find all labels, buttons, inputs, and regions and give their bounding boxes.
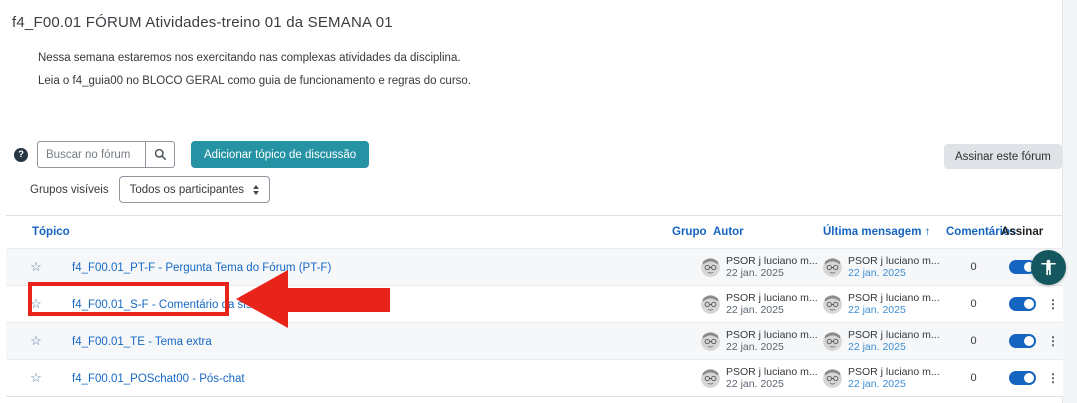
search-input[interactable] xyxy=(37,141,145,168)
column-header-comments[interactable]: Comentários xyxy=(946,226,1017,238)
last-message-cell: PSOR j luciano m... 22 jan. 2025 xyxy=(823,366,946,391)
subscribe-forum-button[interactable]: Assinar este fórum xyxy=(944,144,1062,169)
author-name[interactable]: PSOR j luciano m... xyxy=(726,291,818,304)
search-icon xyxy=(154,148,167,161)
avatar[interactable] xyxy=(701,257,720,277)
column-header-group[interactable]: Grupo xyxy=(672,226,707,238)
accessibility-button[interactable] xyxy=(1031,250,1066,285)
subscribe-toggle[interactable] xyxy=(1008,334,1036,348)
avatar[interactable] xyxy=(701,294,720,314)
author-date: 22 jan. 2025 xyxy=(726,378,784,390)
chevron-updown-icon xyxy=(253,184,260,195)
table-row: ☆ f4_F00.01_PT-F - Pergunta Tema do Fóru… xyxy=(6,248,1063,285)
last-message-date-link[interactable]: 22 jan. 2025 xyxy=(848,267,906,279)
groups-label: Grupos visíveis xyxy=(30,183,109,196)
column-header-last-message[interactable]: Última mensagem ↑ xyxy=(823,226,946,238)
comments-count: 0 xyxy=(970,261,977,273)
forum-description-line: Leia o f4_guia00 no BLOCO GERAL como gui… xyxy=(38,75,472,87)
author-cell: PSOR j luciano m... 22 jan. 2025 xyxy=(701,329,823,354)
avatar[interactable] xyxy=(701,331,720,351)
table-body: ☆ f4_F00.01_PT-F - Pergunta Tema do Fóru… xyxy=(6,248,1063,397)
author-name[interactable]: PSOR j luciano m... xyxy=(726,254,818,267)
column-header-topic[interactable]: Tópico xyxy=(32,226,70,238)
author-date: 22 jan. 2025 xyxy=(726,267,784,279)
last-message-cell: PSOR j luciano m... 22 jan. 2025 xyxy=(823,255,946,280)
last-message-date-link[interactable]: 22 jan. 2025 xyxy=(848,378,906,390)
table-row: ☆ f4_F00.01_S-F - Comentário da sistemat… xyxy=(6,285,1063,322)
row-menu-dots-icon[interactable]: ⋮ xyxy=(1047,334,1059,348)
subscribe-toggle[interactable] xyxy=(1008,371,1036,385)
last-message-cell: PSOR j luciano m... 22 jan. 2025 xyxy=(823,329,946,354)
author-date: 22 jan. 2025 xyxy=(726,341,784,353)
forum-toolbar: ? Adicionar tópico de discussão xyxy=(14,141,370,168)
forum-description-line: Nessa semana estaremos nos exercitando n… xyxy=(38,52,461,64)
last-message-date-link[interactable]: 22 jan. 2025 xyxy=(848,341,906,353)
favourite-star-icon[interactable]: ☆ xyxy=(30,259,42,274)
author-date: 22 jan. 2025 xyxy=(726,304,784,316)
comments-count: 0 xyxy=(970,372,977,384)
subscribe-toggle[interactable] xyxy=(1008,297,1036,311)
author-name[interactable]: PSOR j luciano m... xyxy=(726,365,818,378)
avatar[interactable] xyxy=(823,294,842,314)
topic-link-highlighted[interactable]: f4_F00.01_S-F - Comentário da sistematiz… xyxy=(72,299,314,311)
column-header-subscribe: Assinar xyxy=(1001,226,1044,238)
discussion-table: Tópico Grupo Autor Última mensagem ↑ Com… xyxy=(6,215,1063,397)
groups-row: Grupos visíveis Todos os participantes xyxy=(30,176,271,203)
table-header-row: Tópico Grupo Autor Última mensagem ↑ Com… xyxy=(6,216,1063,248)
row-menu-dots-icon[interactable]: ⋮ xyxy=(1047,297,1059,311)
topic-link[interactable]: f4_F00.01_PT-F - Pergunta Tema do Fórum … xyxy=(72,262,332,274)
author-cell: PSOR j luciano m... 22 jan. 2025 xyxy=(701,292,823,317)
groups-select[interactable]: Todos os participantes xyxy=(118,176,271,203)
comments-count: 0 xyxy=(970,335,977,347)
accessibility-icon xyxy=(1039,258,1058,277)
comments-count: 0 xyxy=(970,298,977,310)
avatar[interactable] xyxy=(823,257,842,277)
author-cell: PSOR j luciano m... 22 jan. 2025 xyxy=(701,366,823,391)
favourite-star-icon[interactable]: ☆ xyxy=(30,333,42,348)
column-header-author[interactable]: Autor xyxy=(713,226,744,238)
page-title: f4_F00.01 FÓRUM Atividades-treino 01 da … xyxy=(12,14,393,31)
sort-arrow-icon[interactable]: ↑ xyxy=(924,226,931,238)
row-menu-dots-icon[interactable]: ⋮ xyxy=(1047,371,1059,385)
search-button[interactable] xyxy=(145,141,175,168)
author-name[interactable]: PSOR j luciano m... xyxy=(726,328,818,341)
topic-link[interactable]: f4_F00.01_TE - Tema extra xyxy=(72,336,212,348)
favourite-star-icon[interactable]: ☆ xyxy=(30,296,42,311)
avatar[interactable] xyxy=(823,368,842,388)
last-author-name[interactable]: PSOR j luciano m... xyxy=(848,328,940,341)
last-author-name[interactable]: PSOR j luciano m... xyxy=(848,254,940,267)
help-icon[interactable]: ? xyxy=(14,147,28,162)
forum-search xyxy=(37,141,175,168)
last-author-name[interactable]: PSOR j luciano m... xyxy=(848,291,940,304)
groups-selected-value: Todos os participantes xyxy=(129,183,245,196)
last-message-label: Última mensagem xyxy=(823,226,922,238)
avatar[interactable] xyxy=(701,368,720,388)
subscribe-toggle[interactable] xyxy=(1008,260,1036,274)
author-cell: PSOR j luciano m... 22 jan. 2025 xyxy=(701,255,823,280)
avatar[interactable] xyxy=(823,331,842,351)
table-row: ☆ f4_F00.01_TE - Tema extra PSOR j lucia… xyxy=(6,322,1063,359)
topic-link[interactable]: f4_F00.01_POSchat00 - Pós-chat xyxy=(72,373,245,385)
table-row: ☆ f4_F00.01_POSchat00 - Pós-chat PSOR j … xyxy=(6,359,1063,396)
add-topic-button[interactable]: Adicionar tópico de discussão xyxy=(191,141,370,168)
last-message-date-link[interactable]: 22 jan. 2025 xyxy=(848,304,906,316)
last-message-cell: PSOR j luciano m... 22 jan. 2025 xyxy=(823,292,946,317)
last-author-name[interactable]: PSOR j luciano m... xyxy=(848,365,940,378)
favourite-star-icon[interactable]: ☆ xyxy=(30,370,42,385)
